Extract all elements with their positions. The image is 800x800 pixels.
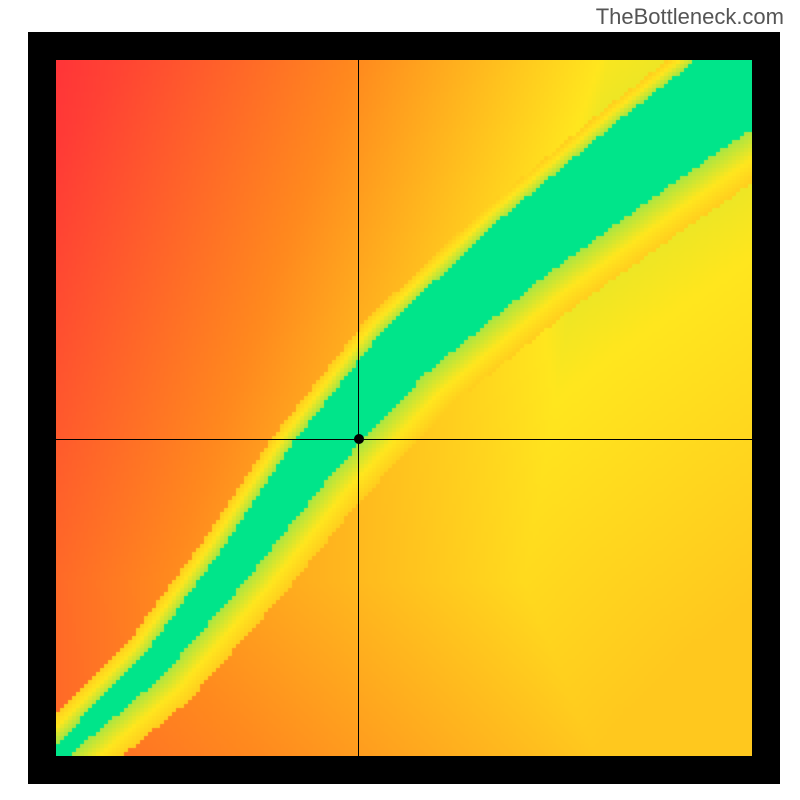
chart-container: TheBottleneck.com — [0, 0, 800, 800]
crosshair-horizontal — [56, 439, 752, 440]
crosshair-vertical — [358, 60, 359, 756]
heatmap-canvas — [56, 60, 752, 756]
crosshair-marker — [354, 434, 364, 444]
watermark-text: TheBottleneck.com — [596, 4, 784, 30]
